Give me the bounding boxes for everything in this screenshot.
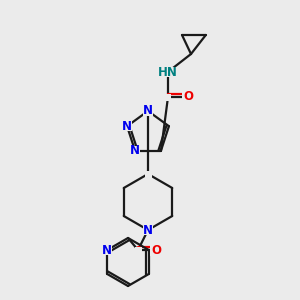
Text: HN: HN bbox=[158, 65, 178, 79]
Bar bbox=[145, 170, 152, 178]
Bar bbox=[102, 245, 112, 255]
Bar bbox=[150, 244, 162, 256]
Text: O: O bbox=[183, 91, 193, 103]
Text: O: O bbox=[151, 244, 161, 256]
Bar bbox=[134, 247, 142, 254]
Bar bbox=[165, 94, 171, 100]
Bar bbox=[159, 67, 177, 77]
Bar bbox=[130, 146, 140, 156]
Text: N: N bbox=[122, 120, 132, 133]
Text: N: N bbox=[130, 144, 140, 157]
Text: N: N bbox=[102, 244, 112, 256]
Text: N: N bbox=[143, 104, 153, 118]
Text: N: N bbox=[143, 224, 153, 236]
Bar bbox=[143, 225, 153, 235]
Bar bbox=[182, 92, 194, 103]
Bar bbox=[143, 106, 153, 116]
Bar bbox=[122, 121, 132, 131]
